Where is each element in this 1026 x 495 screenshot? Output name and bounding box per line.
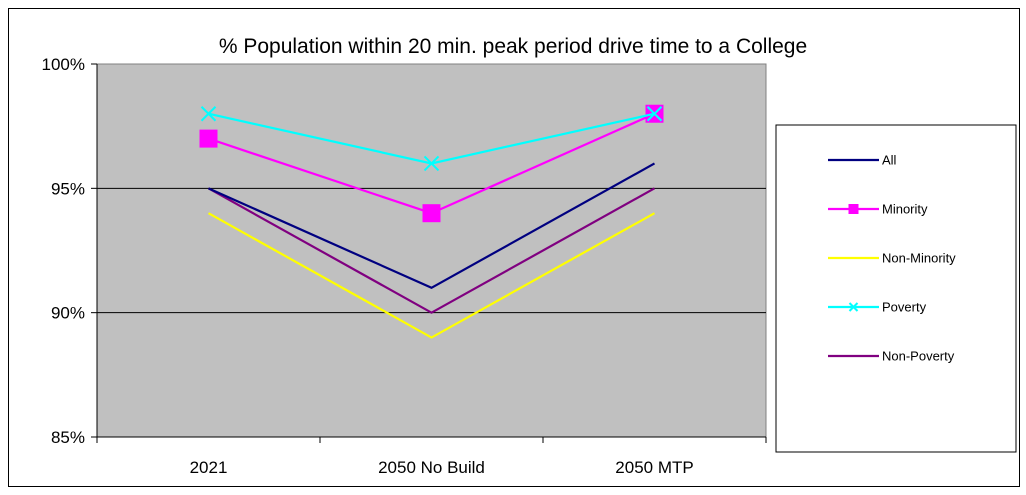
series-poverty: [200, 106, 663, 172]
legend-item: Poverty: [828, 300, 927, 315]
series-non-minority: [207, 212, 656, 339]
data-point: [200, 106, 217, 122]
legend-label: All: [882, 153, 897, 168]
series-all: [208, 162, 656, 290]
legend-box: [775, 124, 1017, 453]
legend-marker: [848, 302, 859, 312]
legend-item: Non-Minority: [828, 251, 956, 266]
series-line: [207, 187, 656, 314]
series-line: [207, 212, 656, 339]
series-non-poverty: [207, 187, 656, 314]
legend-item: Non-Poverty: [828, 349, 955, 364]
plot-area: [96, 63, 767, 438]
legend-item: All: [828, 153, 897, 168]
x-tick-label: 2050 No Build: [378, 458, 485, 477]
y-tick-label: 95%: [51, 179, 85, 198]
legend-label: Minority: [882, 202, 928, 217]
data-point: [422, 204, 441, 223]
legend-label: Poverty: [882, 300, 927, 315]
x-tick-label: 2050 MTP: [615, 458, 693, 477]
chart-title: % Population within 20 min. peak period …: [219, 35, 807, 58]
marker-stroke: [200, 106, 217, 122]
legend-label: Non-Poverty: [882, 349, 955, 364]
x-tick-label: 2021: [190, 458, 228, 477]
y-tick-label: 90%: [51, 304, 85, 323]
legend-label: Non-Minority: [882, 251, 956, 266]
data-point: [423, 155, 440, 172]
legend-marker: [848, 204, 859, 214]
data-point: [646, 106, 663, 122]
data-point: [199, 129, 218, 148]
marker-stroke: [423, 155, 440, 172]
series-line: [208, 162, 656, 290]
legend-item: Minority: [828, 202, 928, 217]
marker-stroke: [646, 106, 663, 122]
marker-stroke: [848, 302, 859, 312]
y-tick-label: 100%: [42, 55, 85, 74]
y-tick-label: 85%: [51, 428, 85, 447]
